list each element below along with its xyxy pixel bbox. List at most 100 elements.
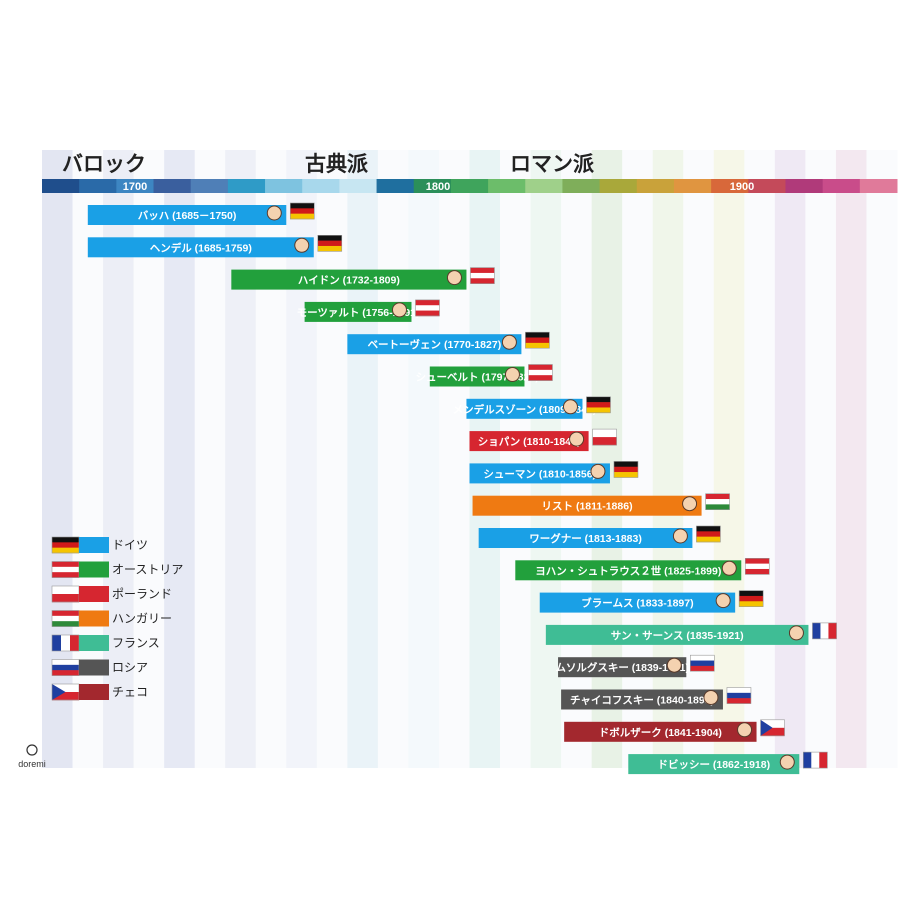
period-column (500, 150, 532, 768)
strip-segment (711, 179, 749, 193)
legend-label: チェコ (112, 685, 148, 699)
composer-row: メンデルスゾーン (1809-1847) (453, 398, 597, 419)
russia-flag-icon (726, 687, 752, 704)
portrait-icon (562, 399, 578, 415)
portrait-icon (715, 593, 731, 609)
portrait-icon (779, 754, 795, 770)
lifespan-bar (539, 592, 736, 613)
composer-label: ドビッシー (1862-1918) (657, 758, 770, 771)
era-headings: バロック 古典派 ロマン派 (62, 152, 595, 176)
portrait-icon (391, 302, 407, 318)
legend-item-hungary: ハンガリー (51, 610, 172, 627)
russia-flag-icon (51, 659, 80, 676)
composer-label: モーツァルト (1756-1791) (297, 307, 420, 319)
legend-label: オーストリア (112, 563, 183, 577)
strip-segment (413, 179, 452, 193)
poland-flag-icon (51, 585, 80, 603)
year-1700: 1700 (123, 181, 147, 193)
timeline-strip (42, 179, 898, 193)
france-flag-icon (51, 634, 80, 652)
czech-flag-icon (51, 683, 80, 701)
period-column (469, 150, 501, 768)
composer-row: モーツァルト (1756-1791) (297, 301, 420, 322)
lifespan-bar (564, 721, 757, 742)
strip-segment (525, 179, 563, 193)
composer-label: ベートーヴェン (1770-1827) (368, 338, 502, 351)
strip-segment (673, 179, 712, 193)
composer-row: ハイドン (1732-1809) (231, 269, 467, 290)
strip-segment (822, 179, 861, 193)
composer-row: チャイコフスキー (1840-1893) (561, 689, 723, 710)
lifespan-bar (472, 495, 702, 516)
composer-label: ヨハン・シュトラウス２世 (1825-1899) (535, 564, 721, 577)
composer-row: ヘンデル (1685-1759) (87, 237, 314, 258)
composer-label: リスト (1811-1886) (542, 501, 633, 513)
portrait-icon (294, 237, 310, 253)
legend-swatch (79, 684, 109, 700)
period-column (377, 150, 409, 768)
era-baroque: バロック (62, 153, 146, 176)
strip-segment (488, 179, 526, 193)
strip-segment (450, 179, 489, 193)
legend-label: フランス (112, 636, 160, 650)
strip-segment (302, 179, 340, 193)
period-column (713, 150, 745, 768)
lifespan-bar (478, 528, 693, 548)
composer-row: バッハ (1685－1750) (87, 205, 287, 225)
portrait-icon (501, 334, 517, 350)
composer-row: ワーグナー (1813-1883) (478, 528, 693, 548)
legend-label: ハンガリー (112, 612, 172, 626)
strip-segment (562, 179, 601, 193)
composer-bars: バッハ (1685－1750) ヘンデル (1685-1759) ハイドン (173… (87, 202, 837, 775)
germany-flag-icon (696, 525, 721, 543)
legend-label: ロシア (112, 661, 148, 675)
strip-segment (153, 179, 192, 193)
composer-label: メンデルスゾーン (1809-1847) (453, 403, 597, 416)
composer-row: リスト (1811-1886) (472, 495, 702, 516)
strip-segment (227, 179, 266, 193)
strip-segment (42, 179, 80, 193)
period-column (347, 150, 379, 768)
era-romantic: ロマン派 (510, 153, 595, 176)
period-column (530, 150, 562, 768)
year-1900: 1900 (730, 181, 754, 193)
strip-segment (79, 179, 117, 193)
lifespan-bar (347, 334, 522, 355)
legend-item-france: フランス (51, 634, 160, 652)
strip-segment (376, 179, 415, 193)
legend-item-czech: チェコ (51, 683, 148, 701)
portrait-icon (788, 625, 804, 641)
hungary-flag-icon (705, 493, 730, 511)
composer-row: サン・サーンス (1835-1921) (545, 624, 809, 645)
period-column (316, 150, 348, 768)
composer-row: ドボルザーク (1841-1904) (564, 721, 757, 742)
germany-flag-icon (51, 536, 80, 554)
portrait-icon (666, 657, 682, 673)
portrait-icon (446, 270, 462, 286)
composer-row: ムソルグスキー (1839-1881) (555, 657, 689, 678)
portrait-icon (703, 690, 719, 705)
germany-flag-icon (738, 590, 764, 607)
composer-label: チャイコフスキー (1840-1893) (570, 695, 714, 707)
lifespan-bar (628, 754, 800, 775)
strip-segment (339, 179, 378, 193)
strip-segment (116, 179, 155, 193)
legend-swatch (79, 635, 109, 651)
composer-label: ワーグナー (1813-1883) (529, 532, 642, 545)
legend-swatch (79, 610, 109, 627)
composer-row: ベートーヴェン (1770-1827) (347, 334, 522, 355)
period-column (683, 150, 715, 768)
era-classical: 古典派 (305, 152, 369, 176)
austria-flag-icon (744, 557, 770, 575)
france-flag-icon (812, 622, 837, 640)
composer-label: シューマン (1810-1856) (483, 468, 596, 480)
germany-flag-icon (317, 235, 343, 252)
composer-row: ヨハン・シュトラウス２世 (1825-1899) (515, 560, 742, 581)
strip-segment (190, 179, 229, 193)
lifespan-bar (469, 463, 610, 484)
strip-segment (748, 179, 786, 193)
austria-flag-icon (415, 299, 440, 317)
austria-flag-icon (470, 267, 495, 284)
strip-segment (636, 179, 675, 193)
portrait-icon (266, 205, 282, 221)
